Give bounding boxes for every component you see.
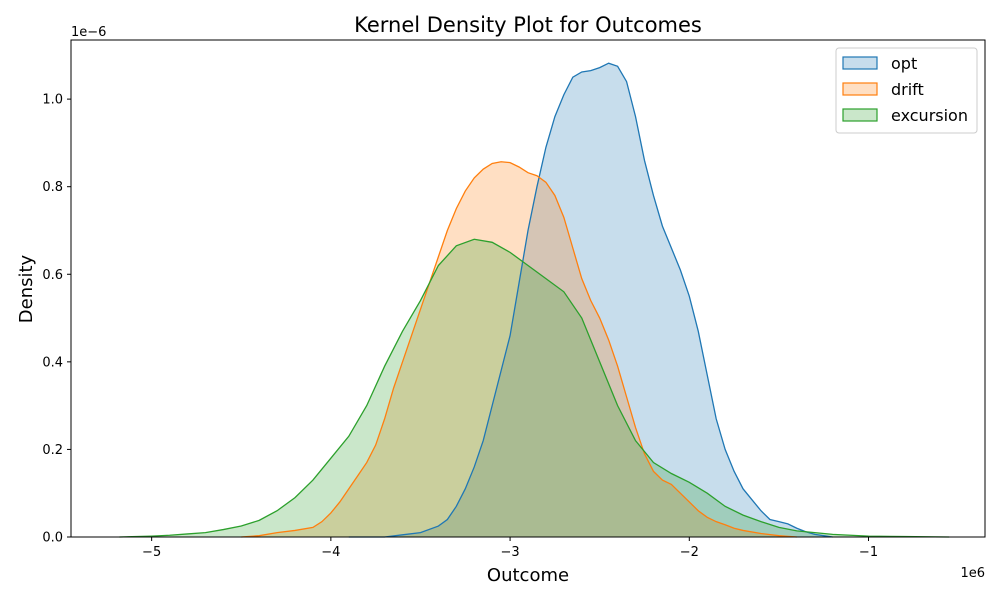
x-tick-label: −5 (142, 545, 161, 560)
series-line-opt (348, 62, 833, 538)
legend-swatch-drift (842, 82, 878, 96)
chart-title: Kernel Density Plot for Outcomes (354, 13, 702, 37)
legend-swatch-opt (842, 56, 878, 70)
y-tick-label: 0.6 (42, 268, 63, 283)
series-fill-drift (241, 161, 797, 538)
legend-label-opt: opt (891, 54, 917, 73)
y-tick-label: 0.4 (42, 355, 63, 370)
x-axis-ticks: −5 −4 −3 −2 −1 (142, 537, 878, 560)
y-tick-label: 0.2 (42, 443, 63, 458)
plot-frame (70, 39, 986, 538)
legend-swatch-excursion (842, 108, 878, 122)
y-axis-ticks: 0.0 0.2 0.4 0.6 0.8 1.0 (42, 93, 71, 546)
legend-label-excursion: excursion (891, 106, 968, 125)
y-tick-label: 1.0 (42, 93, 63, 108)
y-tick-label: 0.8 (42, 180, 63, 195)
x-tick-label: −4 (321, 545, 340, 560)
series-line-excursion (119, 238, 950, 538)
x-tick-label: −1 (859, 545, 878, 560)
x-tick-label: −2 (680, 545, 699, 560)
legend-label-drift: drift (891, 80, 924, 99)
x-tick-label: −3 (500, 545, 519, 560)
series-line-drift (241, 161, 797, 538)
y-offset-text: 1e−6 (71, 25, 106, 40)
density-lines (119, 62, 950, 538)
series-fill-excursion (119, 239, 950, 538)
y-axis-label: Density (16, 254, 37, 323)
x-axis-label: Outcome (487, 565, 569, 586)
x-offset-text: 1e6 (960, 566, 985, 581)
density-fills (119, 63, 950, 538)
legend: opt drift excursion (835, 47, 978, 134)
y-tick-label: 0.0 (42, 531, 63, 546)
